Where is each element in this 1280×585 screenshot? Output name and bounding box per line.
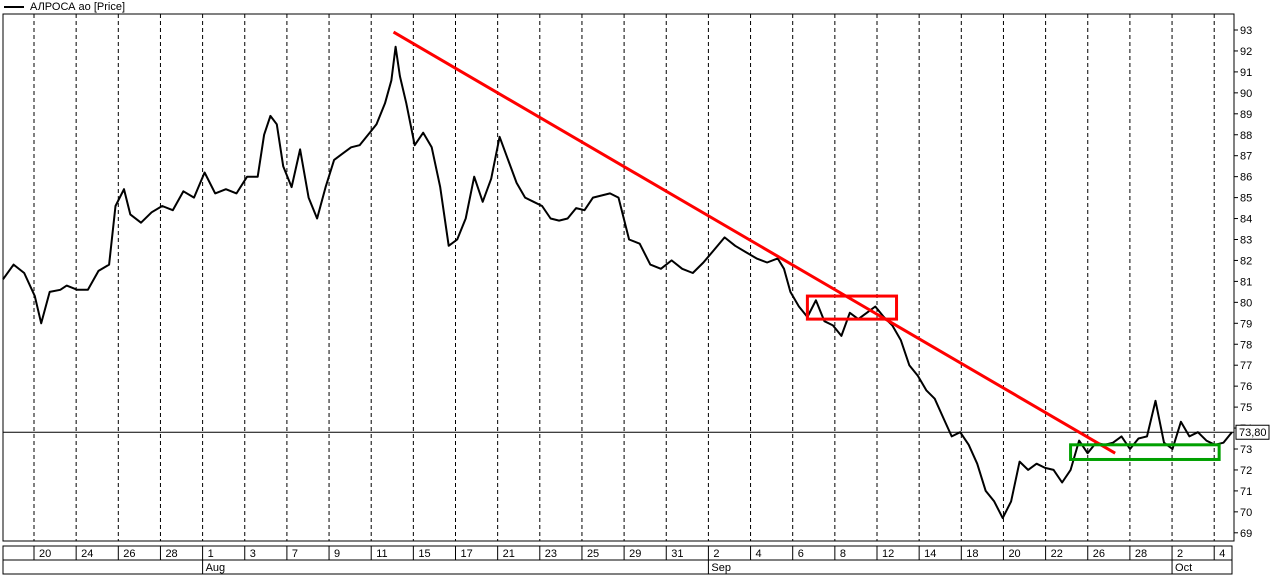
x-tick-label: 15 <box>418 548 430 560</box>
y-tick-label: 79 <box>1240 318 1252 330</box>
legend-label: АЛРОСА ао [Price] <box>30 1 126 13</box>
month-label: Aug <box>206 562 226 574</box>
x-tick-label: 31 <box>671 548 683 560</box>
y-tick-label: 88 <box>1240 130 1252 142</box>
x-tick-label: 21 <box>503 548 515 560</box>
y-tick-label: 83 <box>1240 235 1252 247</box>
plot-frame <box>2 13 1235 542</box>
x-tick-label: 9 <box>334 548 340 560</box>
y-tick-label: 80 <box>1240 297 1252 309</box>
series-layer <box>2 45 1233 520</box>
x-tick-label: 6 <box>798 548 804 560</box>
x-tick-label: 20 <box>39 548 51 560</box>
y-tick-label: 84 <box>1240 214 1252 226</box>
x-tick-label: 12 <box>882 548 894 560</box>
last-price-box <box>1235 424 1270 440</box>
x-tick-label: 8 <box>840 548 846 560</box>
y-tick-label: 69 <box>1240 528 1252 540</box>
chart-legend: АЛРОСА ао [Price] <box>4 0 125 14</box>
y-tick-label: 92 <box>1240 46 1252 58</box>
y-tick-label: 73 <box>1240 444 1252 456</box>
y-tick-label: 93 <box>1240 25 1252 37</box>
y-tick-label: 72 <box>1240 465 1252 477</box>
y-tick-label: 90 <box>1240 88 1252 100</box>
y-tick-label: 89 <box>1240 109 1252 121</box>
y-tick-label: 85 <box>1240 193 1252 205</box>
x-tick-label: 22 <box>1051 548 1063 560</box>
month-label: Sep <box>711 562 731 574</box>
y-tick-label: 86 <box>1240 172 1252 184</box>
annotation-layer <box>392 30 1221 461</box>
x-tick-label: 7 <box>292 548 298 560</box>
axis-layer: 6970717273747576777879808182838485868788… <box>2 25 1270 575</box>
resistance-box <box>805 294 899 321</box>
y-tick-label: 81 <box>1240 276 1252 288</box>
y-tick-label: 75 <box>1240 402 1252 414</box>
date-axis-row <box>2 545 1233 561</box>
x-tick-label: 25 <box>587 548 599 560</box>
grid-layer <box>2 13 1235 542</box>
month-axis-row <box>2 559 1233 575</box>
x-tick-label: 26 <box>123 548 135 560</box>
month-label: Oct <box>1175 562 1192 574</box>
x-tick-label: 28 <box>1135 548 1147 560</box>
last-price-label: 73,80 <box>1239 427 1267 439</box>
x-tick-label: 3 <box>250 548 256 560</box>
y-tick-label: 78 <box>1240 339 1252 351</box>
x-tick-label: 2 <box>713 548 719 560</box>
x-tick-label: 14 <box>924 548 936 560</box>
price-line <box>2 45 1233 520</box>
x-tick-label: 1 <box>208 548 214 560</box>
trend-line <box>392 30 1116 455</box>
x-tick-label: 17 <box>461 548 473 560</box>
x-tick-label: 24 <box>81 548 93 560</box>
x-tick-label: 20 <box>1008 548 1020 560</box>
x-tick-label: 28 <box>165 548 177 560</box>
legend-swatch <box>4 6 24 8</box>
y-tick-label: 76 <box>1240 381 1252 393</box>
y-tick-label: 82 <box>1240 255 1252 267</box>
x-tick-label: 26 <box>1093 548 1105 560</box>
x-tick-label: 2 <box>1177 548 1183 560</box>
y-tick-label: 91 <box>1240 67 1252 79</box>
x-tick-label: 29 <box>629 548 641 560</box>
y-tick-label: 77 <box>1240 360 1252 372</box>
x-tick-label: 4 <box>756 548 762 560</box>
y-tick-label: 87 <box>1240 151 1252 163</box>
x-tick-label: 11 <box>376 548 387 560</box>
x-tick-label: 18 <box>966 548 978 560</box>
support-box <box>1069 443 1221 461</box>
y-tick-label: 71 <box>1240 486 1252 498</box>
x-tick-label: 23 <box>545 548 557 560</box>
y-tick-label: 70 <box>1240 507 1252 519</box>
x-tick-label: 4 <box>1219 548 1225 560</box>
